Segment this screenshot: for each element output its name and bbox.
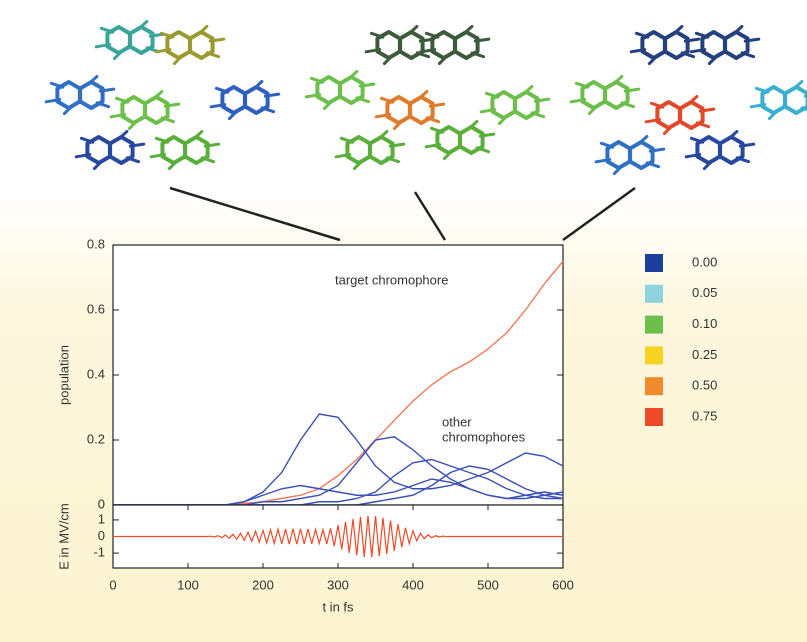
y-tick-label: 0.2 bbox=[87, 431, 105, 446]
legend-label: 0.25 bbox=[692, 347, 717, 362]
x-tick-label: 600 bbox=[552, 577, 574, 592]
x-tick-label: 0 bbox=[109, 577, 116, 592]
legend-swatch bbox=[645, 316, 663, 334]
x-tick-label: 500 bbox=[477, 577, 499, 592]
x-tick-label: 300 bbox=[327, 577, 349, 592]
y-tick-label: 0.4 bbox=[87, 366, 105, 381]
legend-swatch bbox=[645, 408, 663, 426]
legend-label: 0.75 bbox=[692, 408, 717, 423]
legend-swatch bbox=[645, 285, 663, 303]
y-tick-label: 0.8 bbox=[87, 236, 105, 251]
x-axis-label: t in fs bbox=[322, 599, 354, 614]
annotation: other bbox=[442, 414, 472, 429]
y-tick-label: 0 bbox=[98, 528, 105, 543]
legend-swatch bbox=[645, 346, 663, 364]
x-tick-label: 400 bbox=[402, 577, 424, 592]
legend-label: 0.50 bbox=[692, 378, 717, 393]
y-tick-label: 1 bbox=[98, 511, 105, 526]
y-axis-label: E in MV/cm bbox=[56, 503, 71, 569]
y-tick-label: -1 bbox=[93, 545, 105, 560]
figure: 0 0.2 0.4 0.6 0.8 population target chromophor… bbox=[0, 0, 807, 642]
legend-label: 0.10 bbox=[692, 316, 717, 331]
y-axis-label: population bbox=[56, 345, 71, 405]
y-tick-label: 0.6 bbox=[87, 301, 105, 316]
legend-swatch bbox=[645, 254, 663, 272]
legend-label: 0.05 bbox=[692, 285, 717, 300]
x-tick-label: 200 bbox=[252, 577, 274, 592]
series-label: target chromophore bbox=[335, 272, 448, 287]
legend-swatch bbox=[645, 377, 663, 395]
legend-label: 0.00 bbox=[692, 254, 717, 269]
x-tick-label: 100 bbox=[177, 577, 199, 592]
annotation: chromophores bbox=[442, 429, 526, 444]
y-tick-label: 0 bbox=[98, 496, 105, 511]
